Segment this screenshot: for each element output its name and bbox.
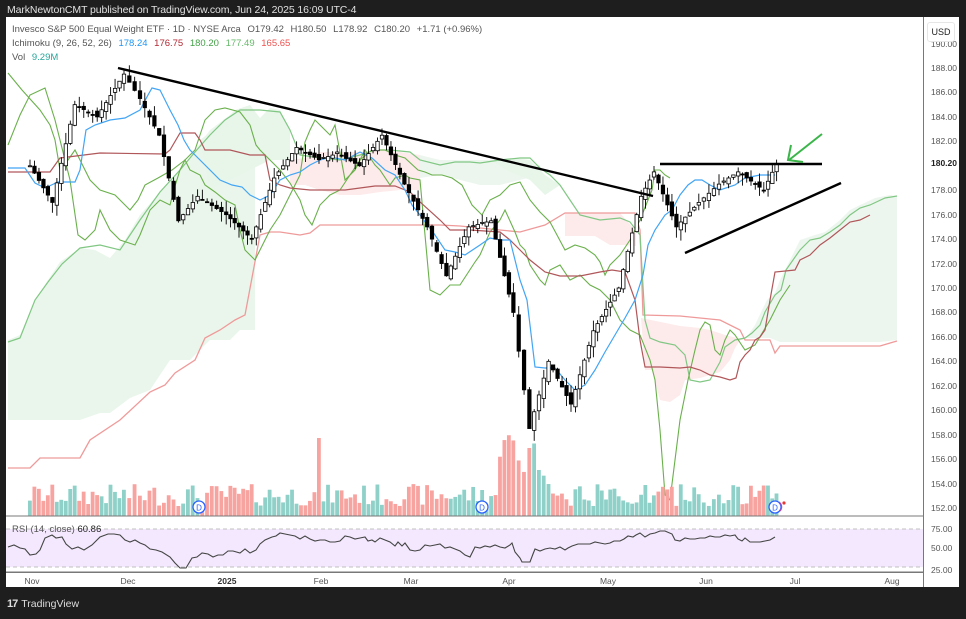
senkou-span-b-line — [8, 212, 898, 469]
price-tick: 174.00 — [931, 234, 957, 245]
time-tick: Feb — [313, 576, 329, 586]
tradingview-logo-icon: 17 — [7, 598, 18, 610]
price-tick: 154.00 — [931, 478, 957, 489]
kijun-sen-line — [8, 132, 871, 381]
time-tick: Jul — [789, 576, 801, 586]
time-tick: May — [599, 576, 617, 586]
ohlc-change: +1.71 (+0.96%) — [416, 24, 483, 35]
price-tick: 190.00 — [931, 38, 957, 49]
rsi-line — [7, 530, 776, 569]
price-tick: 172.00 — [931, 258, 957, 269]
volume-bars — [28, 435, 779, 516]
time-tick: 2025 — [217, 576, 237, 586]
price-tick: 160.00 — [931, 405, 957, 416]
ichimoku-row: Ichimoku (9, 26, 52, 26) 178.24 176.75 1… — [12, 37, 486, 51]
price-candles — [27, 65, 779, 441]
symbol-title[interactable]: Invesco S&P 500 Equal Weight ETF · 1D · … — [12, 24, 241, 35]
chart-legend: Invesco S&P 500 Equal Weight ETF · 1D · … — [12, 23, 486, 65]
green-arrow-annotation[interactable] — [786, 133, 823, 163]
price-tick: 170.00 — [931, 283, 957, 293]
currency-button[interactable]: USD — [927, 22, 955, 42]
footer: 17 TradingView — [7, 598, 79, 610]
volume-row: Vol 9.29M — [12, 51, 486, 65]
rsi-band — [6, 529, 923, 567]
span-a-value: 177.49 — [225, 38, 255, 49]
price-tick: 164.00 — [931, 356, 957, 367]
time-tick: Mar — [403, 576, 419, 586]
chikou-span-line — [7, 87, 791, 502]
price-axis[interactable]: 190.00 188.00 186.00 184.00 182.00 180.20 178.… — [924, 17, 959, 575]
rsi-value: 60.86 — [77, 524, 102, 535]
price-tick: 182.00 — [931, 136, 957, 147]
price-tick: 162.00 — [931, 380, 957, 391]
tenkan-value: 178.24 — [118, 38, 148, 49]
price-tick: 176.00 — [931, 209, 957, 220]
volume-value: 9.29M — [31, 52, 59, 63]
svg-text:D: D — [196, 504, 202, 513]
ohlc-close: C180.20 — [374, 24, 411, 35]
senkou-span-a-line — [7, 109, 898, 383]
rsi-legend[interactable]: RSI (14, close) 60.86 — [12, 524, 101, 535]
price-tick: 166.00 — [931, 331, 957, 342]
symbol-row: Invesco S&P 500 Equal Weight ETF · 1D · … — [12, 23, 486, 37]
time-tick: Apr — [502, 576, 516, 586]
dividend-marker[interactable]: D — [475, 500, 489, 514]
dividend-marker[interactable]: D — [192, 500, 206, 514]
price-tick: 152.00 — [931, 503, 957, 513]
rsi-tick: 75.00 — [931, 524, 953, 534]
time-tick: Dec — [120, 576, 136, 586]
time-tick: Jun — [699, 576, 713, 586]
rsi-tick: 25.00 — [931, 565, 953, 575]
time-tick: Aug — [884, 576, 900, 586]
price-tick: 178.00 — [931, 185, 957, 196]
price-axis-separator — [923, 17, 924, 587]
span-b-value: 165.65 — [261, 38, 291, 49]
rising-support-trendline[interactable] — [684, 181, 842, 255]
time-tick: Nov — [24, 576, 40, 586]
ohlc-high: H180.50 — [290, 24, 327, 35]
kijun-value: 176.75 — [154, 38, 184, 49]
svg-text:D: D — [772, 504, 778, 513]
rsi-label: RSI (14, close) — [12, 524, 75, 535]
ohlc-open: O179.42 — [247, 24, 284, 35]
svg-text:D: D — [479, 504, 485, 513]
rsi-tick: 50.00 — [931, 543, 953, 553]
ohlc-low: L178.92 — [333, 24, 368, 35]
volume-label[interactable]: Vol — [12, 52, 26, 63]
brand-name: TradingView — [21, 598, 80, 610]
price-tick: 156.00 — [931, 454, 957, 465]
tenkan-sen-line — [8, 87, 775, 391]
ichimoku-label[interactable]: Ichimoku (9, 26, 52, 26) — [12, 38, 112, 49]
dividend-marker-upcoming[interactable]: D — [768, 500, 786, 514]
descending-trendline[interactable] — [117, 66, 654, 198]
publisher-line: MarkNewtonCMT published on TradingView.c… — [7, 4, 357, 16]
price-tick: 158.00 — [931, 429, 957, 440]
price-tick: 188.00 — [931, 63, 957, 73]
chikou-value: 180.20 — [189, 38, 219, 49]
price-tick: 184.00 — [931, 111, 957, 122]
price-tick: 186.00 — [931, 87, 957, 98]
price-tick: 168.00 — [931, 307, 957, 318]
price-tick: 180.20 — [931, 158, 957, 169]
ichimoku-cloud — [8, 105, 897, 420]
time-axis[interactable]: Nov Dec 2025 Feb Mar Apr May Jun Jul Aug — [6, 572, 923, 588]
